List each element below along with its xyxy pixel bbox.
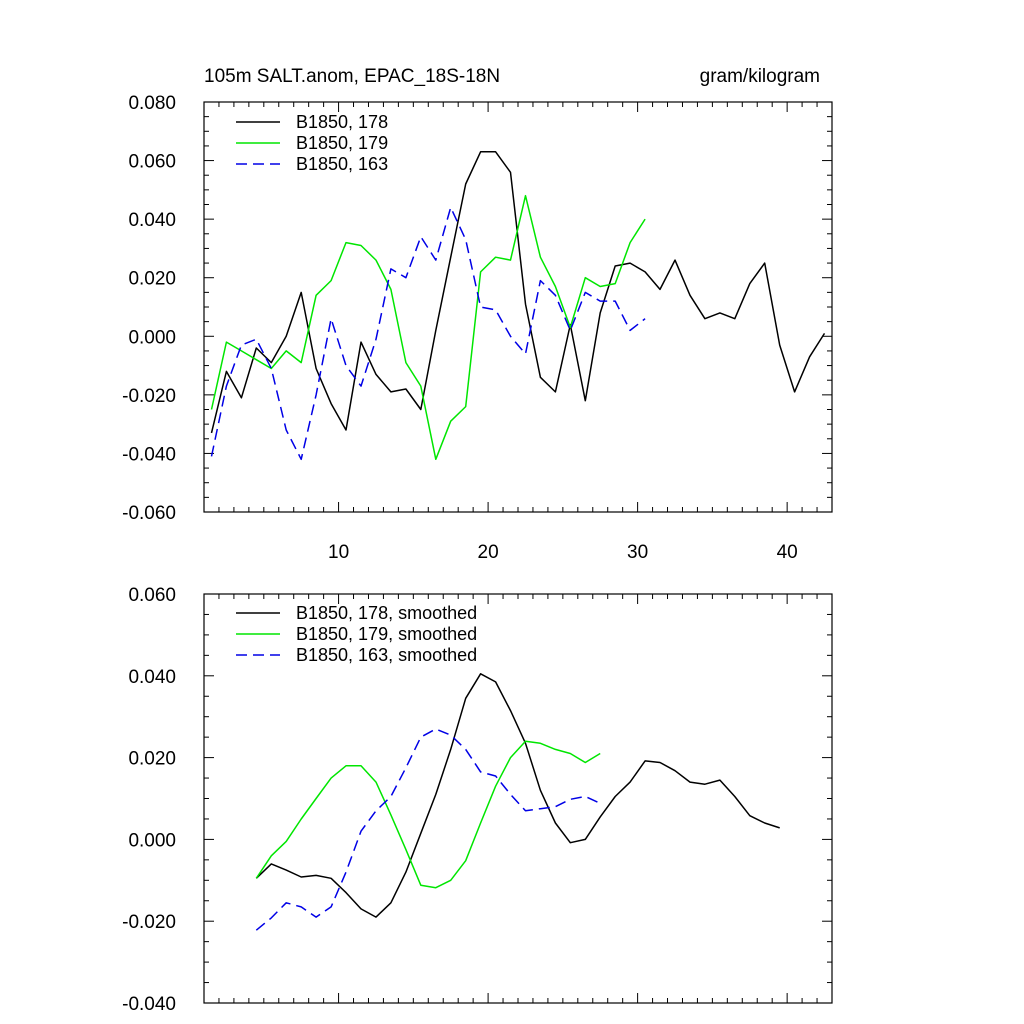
series-line-1: [255, 740, 601, 889]
y-tick-label: 0.000: [128, 327, 176, 348]
series-line-1: [210, 194, 646, 461]
y-tick-label: 0.040: [128, 210, 176, 231]
legend-label-0: B1850, 178: [296, 112, 388, 132]
series-line-0: [255, 673, 780, 918]
y-tick-label: -0.060: [122, 503, 176, 524]
y-tick-label: 0.080: [128, 93, 176, 114]
legend-label-1: B1850, 179: [296, 133, 388, 153]
y-tick-label: -0.040: [122, 444, 176, 465]
top-panel: -0.060 -0.040 -0.020 0.000 0.020 0.040 0.060 0.…: [122, 93, 833, 563]
x-tick-label: 40: [777, 542, 798, 563]
chart-title-left: 105m SALT.anom, EPAC_18S-18N: [204, 66, 500, 87]
y-tick-label: 0.060: [128, 585, 176, 606]
y-tick-label: 0.040: [128, 667, 176, 688]
legend-label-1: B1850, 179, smoothed: [296, 624, 477, 644]
series-line-0: [210, 151, 826, 434]
legend-label-2: B1850, 163: [296, 154, 388, 174]
legend-label-2: B1850, 163, smoothed: [296, 645, 477, 665]
x-tick-label: 10: [328, 542, 349, 563]
series-line-2: [255, 728, 601, 931]
legend-label-0: B1850, 178, smoothed: [296, 603, 477, 623]
y-tick-label: -0.040: [122, 994, 176, 1015]
y-tick-label: -0.020: [122, 386, 176, 407]
y-tick-label: 0.020: [128, 749, 176, 770]
y-tick-label: 0.060: [128, 152, 176, 173]
x-tick-label: 20: [478, 542, 499, 563]
x-tick-label: 30: [627, 542, 648, 563]
y-tick-label: 0.020: [128, 269, 176, 290]
bottom-panel: -0.040 -0.020 0.000 0.020 0.040 0.060 B1850, 1…: [122, 585, 833, 1015]
y-tick-label: -0.020: [122, 912, 176, 933]
series-line-2: [210, 206, 646, 461]
chart-title-units: gram/kilogram: [700, 66, 820, 87]
y-tick-label: 0.000: [128, 830, 176, 851]
